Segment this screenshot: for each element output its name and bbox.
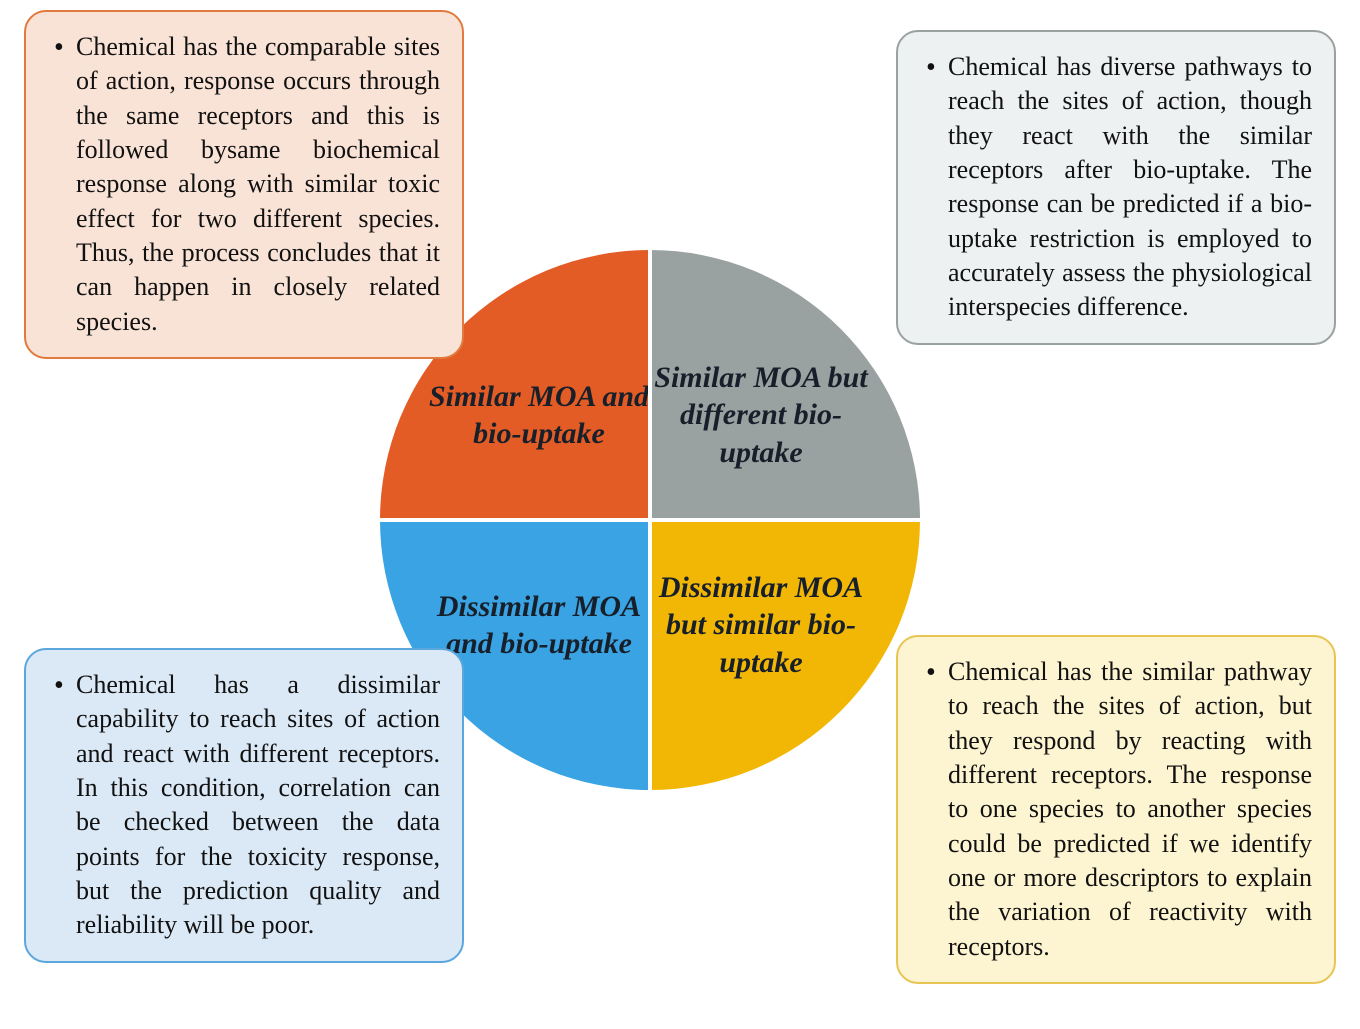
pie-divider-horizontal [380, 518, 920, 522]
callout-top-right: Chemical has diverse pathways to reach t… [896, 30, 1336, 345]
quadrant-similar-moa-diff-biouptake: Similar MOA but different bio-uptake [650, 250, 920, 520]
quadrant-dissimilar-moa-similar-biouptake: Dissimilar MOA but similar bio-uptake [650, 520, 920, 790]
callout-text: Chemical has the comparable sites of act… [54, 30, 440, 339]
callout-bottom-left: Chemical has a dissimilar capability to … [24, 648, 464, 963]
diagram-canvas: Similar MOA and bio-uptake Similar MOA b… [0, 0, 1360, 1029]
quadrant-label: Similar MOA and bio-uptake [404, 378, 650, 453]
callout-bottom-right: Chemical has the similar pathway to reac… [896, 635, 1336, 984]
callout-text: Chemical has a dissimilar capability to … [54, 668, 440, 943]
quadrant-label: Similar MOA but different bio-uptake [650, 359, 896, 472]
callout-text: Chemical has the similar pathway to reac… [926, 655, 1312, 964]
quadrant-label: Dissimilar MOA but similar bio-uptake [650, 569, 896, 682]
callout-text: Chemical has diverse pathways to reach t… [926, 50, 1312, 325]
callout-top-left: Chemical has the comparable sites of act… [24, 10, 464, 359]
